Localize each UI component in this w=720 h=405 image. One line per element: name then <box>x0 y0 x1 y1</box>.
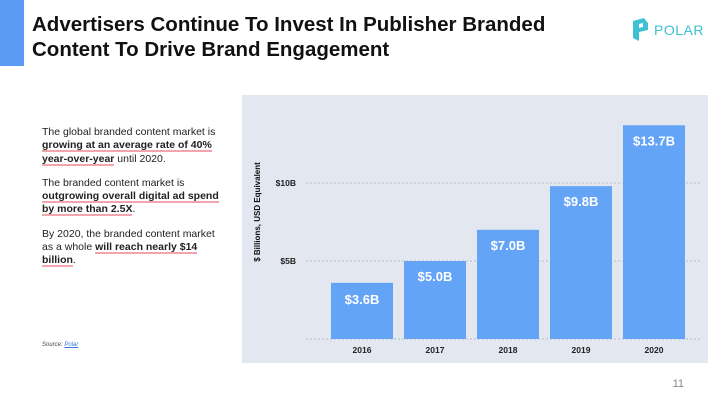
polar-logo: POLAR <box>630 16 704 44</box>
p3-text-c: . <box>72 254 76 267</box>
paragraph-2020: By 2020, the branded content market as a… <box>42 228 222 268</box>
y-tick-label: $5B <box>280 256 296 266</box>
title-line-1: Advertisers Continue To Invest In Publis… <box>32 13 546 36</box>
p2-highlight: outgrowing overall digital ad spend by m… <box>42 190 219 217</box>
bar <box>404 261 466 339</box>
bar-data-label: $13.7B <box>633 133 675 148</box>
polar-logo-icon <box>633 18 648 41</box>
bar <box>331 282 393 339</box>
x-tick-label: 2019 <box>572 345 591 355</box>
bar-data-label: $7.0B <box>491 238 526 253</box>
x-tick-label: 2017 <box>426 345 445 355</box>
source-label: Source: <box>42 342 65 348</box>
title-line-2: Content To Drive Brand Engagement <box>32 38 390 61</box>
bar <box>550 186 612 339</box>
y-axis-label: $ Billions, USD Equivalent <box>253 162 262 262</box>
x-tick-label: 2018 <box>499 345 518 355</box>
x-tick-label: 2020 <box>645 345 664 355</box>
source-note: Source: Polar <box>42 342 78 348</box>
paragraph-growth: The global branded content market is gro… <box>42 126 222 166</box>
body-text: The global branded content market is gro… <box>42 126 222 279</box>
bar-data-label: $3.6B <box>345 292 380 307</box>
paragraph-outgrowing: The branded content market is outgrowing… <box>42 177 222 217</box>
bar <box>623 125 685 339</box>
page-number: 11 <box>672 378 684 390</box>
p3-text-a: By 2020, the branded content market as a… <box>42 227 215 254</box>
slide-title: Advertisers Continue To Invest In Publis… <box>32 12 602 62</box>
x-tick-label: 2016 <box>353 345 372 355</box>
bar <box>477 229 539 339</box>
logo-text: POLAR <box>654 22 704 38</box>
y-tick-label: $10B <box>276 178 296 188</box>
bar-chart: $5B $10B $ Billions, USD Equivalent $3.6B 20… <box>253 125 700 355</box>
p2-text-a: The branded content market is <box>42 176 185 189</box>
p1-text-c: until 2020. <box>114 152 166 165</box>
bar-data-label: $9.8B <box>564 194 599 209</box>
p1-text-a: The global branded content market is <box>42 126 216 138</box>
accent-bar <box>0 0 24 66</box>
chart-panel: $5B $10B $ Billions, USD Equivalent $3.6B 20… <box>242 95 708 363</box>
source-link[interactable]: Polar <box>64 342 79 348</box>
bar-data-label: $5.0B <box>418 269 453 284</box>
p2-text-c: . <box>132 203 136 216</box>
